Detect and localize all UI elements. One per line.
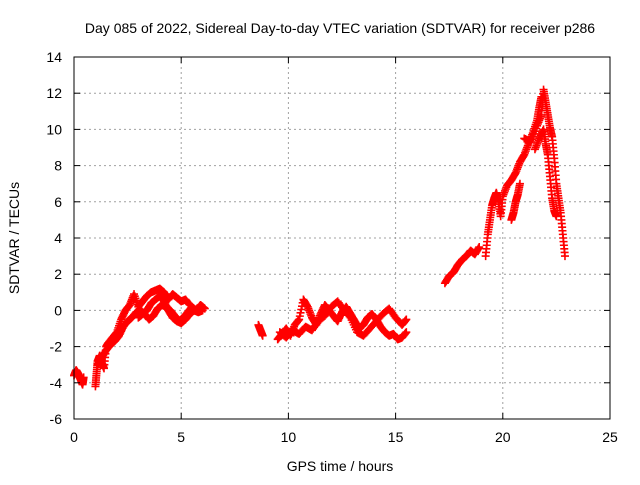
data-point (402, 315, 411, 324)
data-point (258, 331, 267, 340)
y-tick-label: 14 (46, 49, 62, 65)
y-tick-label: -4 (50, 375, 63, 391)
series-segment-early-a (70, 366, 88, 389)
y-tick-label: 6 (54, 194, 62, 210)
series-segment-early-d (134, 291, 207, 328)
series-segment-late-d (520, 85, 569, 261)
data-point (475, 243, 484, 252)
x-tick-label: 5 (177, 429, 185, 445)
data-point (198, 306, 207, 315)
y-tick-label: 4 (54, 230, 62, 246)
y-tick-label: 12 (46, 85, 62, 101)
series-segment-mid-c (275, 297, 411, 342)
plot-frame (73, 56, 611, 420)
data-point (402, 328, 411, 337)
x-tick-label: 0 (70, 429, 78, 445)
series-segment-mid-a (254, 320, 267, 340)
y-tick-label: -2 (50, 339, 63, 355)
y-tick-label: 2 (54, 266, 62, 282)
y-tick-label: 8 (54, 158, 62, 174)
y-axis-label: SDTVAR / TECUs (6, 182, 22, 294)
y-tick-label: -6 (50, 411, 63, 427)
x-tick-label: 25 (602, 429, 618, 445)
series-segment-late-a (440, 243, 484, 288)
series-segment-late-c (507, 179, 524, 224)
y-tick-label: 10 (46, 121, 62, 137)
x-axis-label: GPS time / hours (287, 458, 394, 474)
series-segment-late-e (530, 125, 561, 221)
x-tick-label: 20 (495, 429, 511, 445)
data-point (552, 212, 561, 221)
x-tick-label: 10 (281, 429, 297, 445)
data-point (515, 179, 524, 188)
data-points (70, 85, 569, 391)
x-tick-label: 15 (388, 429, 404, 445)
axis-ticks: 0 5 10 15 20 25 -6 -4 -2 0 2 4 6 8 10 12 14 (46, 49, 618, 445)
y-tick-label: 0 (54, 302, 62, 318)
data-point (560, 252, 569, 261)
chart-title: Day 085 of 2022, Sidereal Day-to-day VTE… (85, 20, 595, 36)
data-point (79, 373, 88, 382)
